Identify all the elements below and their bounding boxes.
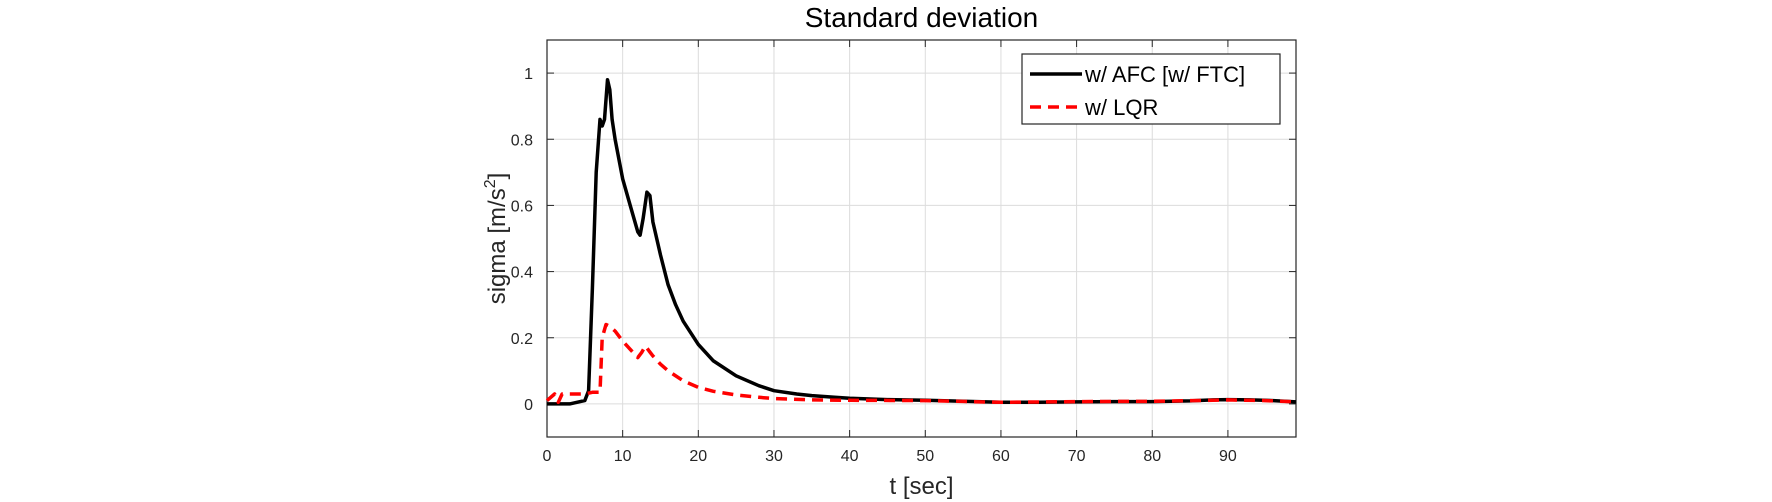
x-tick-label: 30 [765,448,783,465]
x-tick-label: 60 [992,448,1010,465]
x-tick-label: 0 [543,448,552,465]
x-tick-label: 90 [1219,448,1237,465]
series-line-lqr [545,322,1297,405]
y-tick-label: 0 [524,397,533,414]
x-axis-label: t [sec] [889,473,953,500]
plot-area [546,39,1297,438]
series-line-afc [547,77,1297,406]
y-axis-label-superscript: 2 [482,179,499,188]
y-axis-label: sigma [m/s2] [482,173,511,305]
y-tick-label: 0.6 [511,198,533,215]
x-tick-label: 80 [1143,448,1161,465]
x-tick-label: 10 [614,448,632,465]
x-tick-label: 50 [916,448,934,465]
legend-label-lqr: w/ LQR [1084,95,1158,120]
y-axis-label-close: ] [484,173,511,180]
x-tick-label: 20 [689,448,707,465]
y-axis-label-main: sigma [m/s [484,188,511,304]
legend-box [1021,53,1281,125]
x-tick-label: 70 [1068,448,1086,465]
tick-labels: 0 10 20 30 40 50 60 70 80 90 0 0.2 0.4 0.6 0.8 1 [511,66,1237,465]
y-tick-label: 0.2 [511,331,533,348]
chart-title: Standard deviation [805,2,1039,33]
x-tick-label: 40 [841,448,859,465]
y-tick-label: 1 [524,66,533,83]
data-series [545,77,1297,406]
y-tick-label: 0.8 [511,132,533,149]
legend-label-afc: w/ AFC [w/ FTC] [1084,62,1245,87]
grid-lines [546,40,1296,437]
y-tick-label: 0.4 [511,265,533,282]
legend: w/ AFC [w/ FTC] w/ LQR [1021,53,1281,125]
